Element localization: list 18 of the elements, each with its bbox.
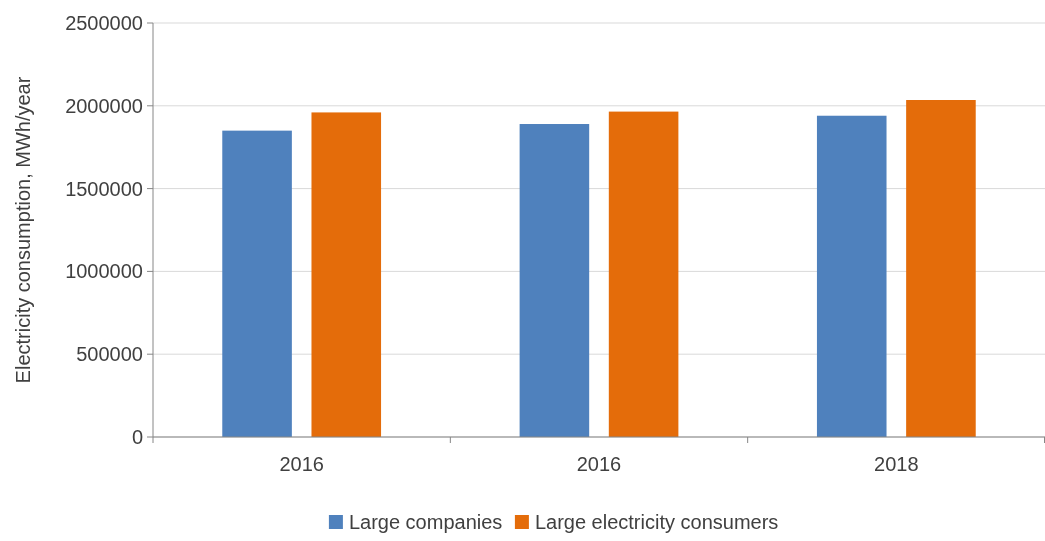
y-tick-label: 2000000 (65, 94, 143, 117)
bar (608, 111, 679, 437)
bar (222, 130, 292, 437)
x-tick-label: 2018 (874, 453, 919, 475)
bar (311, 112, 382, 437)
x-tick-label: 2016 (279, 453, 324, 475)
y-tick-label: 2500000 (65, 12, 143, 34)
y-tick-label: 0 (131, 426, 143, 448)
y-axis-title: Electricity consumption, MWh/year (12, 76, 34, 384)
x-tick-label: 2016 (576, 453, 622, 475)
bar (906, 100, 976, 437)
y-tick-label: 1000000 (65, 260, 143, 283)
legend-label: Large companies (348, 511, 503, 533)
bar (519, 124, 590, 437)
legend-label: Large electricity consumers (534, 511, 779, 533)
y-tick-label: 500000 (76, 343, 143, 366)
y-tick-label: 1500000 (65, 177, 143, 200)
bar (816, 115, 887, 437)
